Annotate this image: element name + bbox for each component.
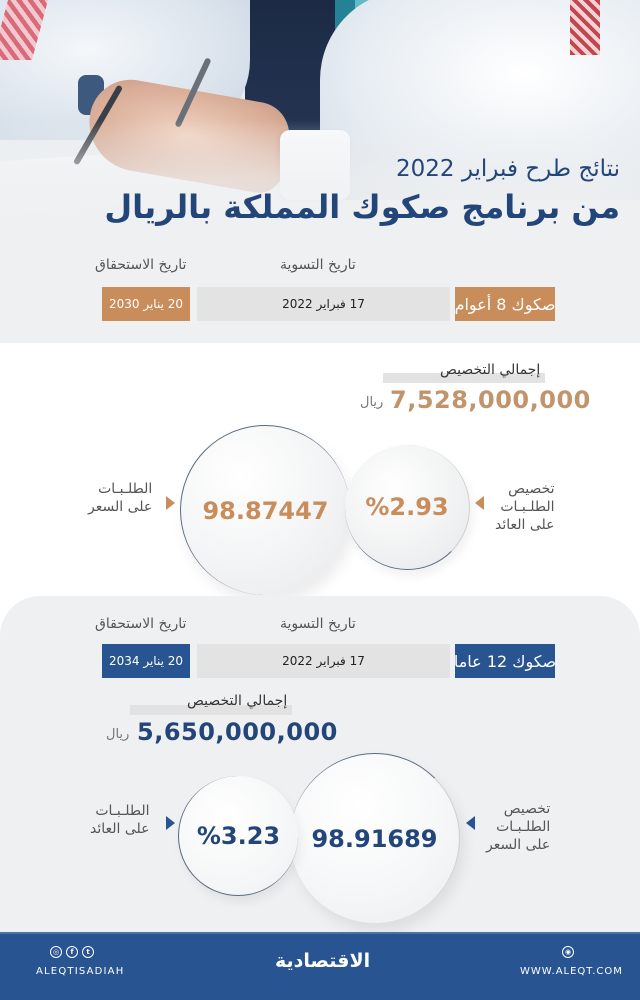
website-link[interactable]: WWW.ALEQT.COM (520, 966, 623, 977)
arrow-left-icon (475, 496, 484, 510)
allocation-amount: 5,650,000,000 (137, 718, 338, 746)
price-value: 98.91689 (311, 824, 438, 853)
issue-tag-12y: صكوك 12 عاما (454, 644, 556, 678)
photo-fade (0, 120, 640, 250)
price-circle: 98.91689 (290, 753, 460, 923)
yield-value: %2.93 (365, 493, 449, 521)
instagram-icon[interactable]: ◎ (50, 946, 62, 958)
price-label: الطلـبـات على السعر (88, 481, 153, 515)
issue-tag-8y: صكوك 8 أعوام (455, 287, 555, 321)
photo-shemagh-right (570, 0, 600, 55)
page-subtitle: نتائج طرح فبراير 2022 (395, 156, 620, 182)
page-title: من برنامج صكوك المملكة بالريال (104, 188, 620, 226)
allocation-label: إجمالي التخصيص (440, 362, 541, 378)
maturity-date-value: 20 يناير 2034 (102, 644, 190, 678)
allocation-amount: 7,528,000,000 (390, 386, 591, 414)
allocation-label: إجمالي التخصيص (187, 693, 288, 709)
yield-value: %3.23 (196, 821, 281, 850)
price-label: تخصيص الطلـبـات على السعر (486, 801, 551, 853)
arrow-right-icon (166, 496, 175, 510)
arrow-left-icon (466, 816, 475, 830)
footer: ◎ f t ALEQTISADIAH الاقتصادية ◉ WWW.ALEQ… (0, 932, 640, 1000)
arrow-right-icon (166, 816, 175, 830)
hero-photo: نتائج طرح فبراير 2022 من برنامج صكوك الم… (0, 0, 640, 250)
currency-label: ريال (106, 727, 130, 742)
settlement-date-label: تاريخ التسوية (280, 257, 356, 273)
allocation-label-bar (130, 705, 292, 715)
globe-icon: ◉ (562, 946, 574, 958)
maturity-date-label: تاريخ الاستحقاق (95, 257, 187, 273)
price-value: 98.87447 (202, 496, 329, 525)
maturity-date-value: 20 يناير 2030 (102, 287, 190, 321)
social-icons: ◎ f t (50, 946, 94, 958)
facebook-icon[interactable]: f (66, 946, 78, 958)
yield-circle: %2.93 (345, 445, 470, 570)
twitter-icon[interactable]: t (82, 946, 94, 958)
yield-label: تخصيص الطلـبـات على العائد (495, 481, 555, 533)
brand-logo: الاقتصادية (275, 950, 371, 972)
settlement-date-value: 17 فبراير 2022 (197, 287, 450, 321)
allocation-label-bar (383, 373, 545, 383)
settlement-date-value: 17 فبراير 2022 (197, 644, 450, 678)
price-circle: 98.87447 (180, 425, 350, 595)
maturity-date-label: تاريخ الاستحقاق (95, 616, 187, 632)
currency-label: ريال (360, 395, 384, 410)
social-handle[interactable]: ALEQTISADIAH (36, 966, 125, 977)
yield-circle: %3.23 (178, 776, 298, 896)
settlement-date-label: تاريخ التسوية (280, 616, 356, 632)
yield-label: الطلـبـات على العائد (90, 803, 150, 837)
